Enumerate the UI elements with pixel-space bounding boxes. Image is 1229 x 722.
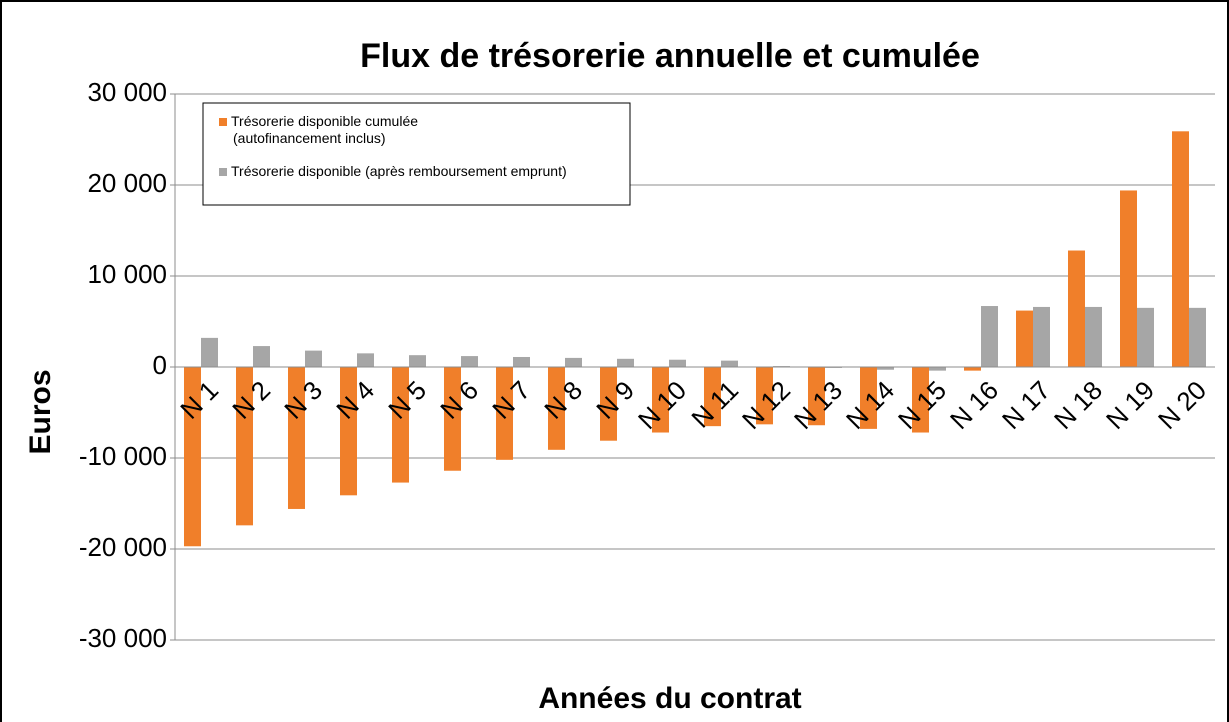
bar	[357, 353, 374, 367]
bar	[1120, 190, 1137, 367]
bar	[929, 367, 946, 371]
bar	[496, 367, 513, 460]
bar	[305, 350, 322, 367]
bar	[704, 367, 721, 427]
bar	[912, 367, 929, 433]
y-tick-label: 0	[153, 350, 167, 380]
x-axis-label: Années du contrat	[538, 682, 801, 715]
bar	[617, 358, 634, 367]
y-tick-label: -30 000	[79, 623, 167, 653]
bar	[721, 360, 738, 367]
y-tick-label: 20 000	[87, 168, 167, 198]
legend-box	[202, 102, 631, 206]
bar	[756, 367, 773, 425]
bar	[1137, 307, 1154, 367]
legend-label: Trésorerie disponible cumulée (autofinanc…	[231, 113, 418, 146]
bar	[1172, 131, 1189, 367]
bar	[565, 357, 582, 367]
y-tick-label: 10 000	[87, 259, 167, 289]
bar	[1189, 307, 1206, 367]
bar	[184, 367, 201, 547]
legend-swatch	[219, 118, 227, 126]
bar	[409, 355, 426, 367]
bar	[444, 367, 461, 471]
bar	[340, 367, 357, 496]
bar	[392, 367, 409, 483]
y-tick-label: -20 000	[79, 532, 167, 562]
y-axis-label: Euros	[24, 369, 57, 454]
bar	[964, 367, 981, 371]
bar	[236, 367, 253, 526]
bar	[1016, 310, 1033, 367]
legend-swatch	[219, 168, 227, 176]
bar	[600, 367, 617, 441]
bar	[513, 356, 530, 367]
bar	[652, 367, 669, 433]
y-tick-label: -10 000	[79, 441, 167, 471]
bar	[981, 306, 998, 367]
bar	[808, 367, 825, 426]
bar	[201, 337, 218, 367]
y-tick-label: 30 000	[87, 77, 167, 107]
bar	[548, 367, 565, 450]
legend-label: Trésorerie disponible (après rembourseme…	[231, 163, 567, 179]
bar	[253, 346, 270, 367]
bar	[1033, 306, 1050, 367]
bar	[860, 367, 877, 429]
bar	[669, 359, 686, 367]
bar	[1068, 250, 1085, 367]
bar	[1085, 306, 1102, 367]
chart-title: Flux de trésorerie annuelle et cumulée	[360, 37, 980, 75]
bar	[877, 367, 894, 370]
bar	[288, 367, 305, 509]
bar	[461, 356, 478, 367]
